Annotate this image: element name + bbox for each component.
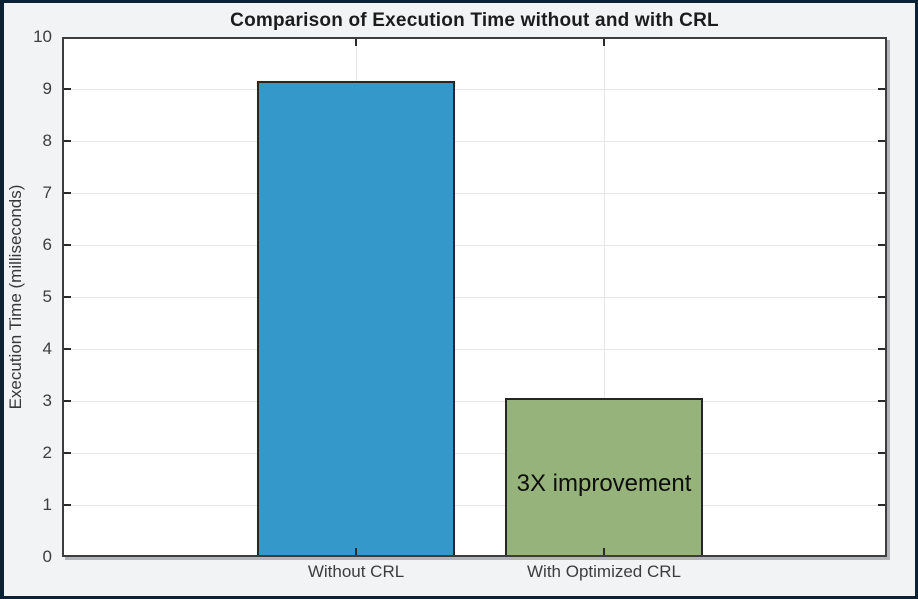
gridline-horizontal — [62, 400, 887, 402]
chart-title: Comparison of Execution Time without and… — [230, 10, 719, 31]
x-tick-label: Without CRL — [307, 562, 405, 581]
y-tick-label: 8 — [42, 131, 52, 150]
y-tick-right — [878, 88, 885, 90]
gridline-horizontal — [62, 504, 887, 506]
y-tick-right — [878, 192, 885, 194]
y-tick-left — [64, 296, 71, 298]
gridline-horizontal — [62, 192, 887, 194]
y-tick-label: 0 — [42, 547, 52, 566]
y-tick-label: 5 — [42, 287, 52, 306]
y-tick-left — [64, 244, 71, 246]
y-tick-left — [64, 504, 71, 506]
y-tick-label: 6 — [42, 235, 52, 254]
x-tick-label: With Optimized CRL — [527, 562, 681, 581]
y-tick-label: 10 — [33, 27, 52, 46]
y-tick-label: 7 — [42, 183, 52, 202]
x-tick-bottom — [603, 548, 605, 555]
y-tick-right — [878, 452, 885, 454]
y-tick-left — [64, 452, 71, 454]
gridline-horizontal — [62, 348, 887, 350]
y-tick-label: 4 — [42, 339, 52, 358]
gridline-horizontal — [62, 452, 887, 454]
bar-without-crl — [257, 81, 455, 557]
x-tick-bottom — [355, 548, 357, 555]
gridline-horizontal — [62, 88, 887, 90]
y-tick-left — [64, 88, 71, 90]
y-tick-right — [878, 400, 885, 402]
y-tick-right — [878, 504, 885, 506]
x-tick-top — [355, 39, 357, 46]
x-tick-top — [603, 39, 605, 46]
y-tick-right — [878, 140, 885, 142]
y-tick-label: 9 — [42, 79, 52, 98]
annotation-text: 3X improvement — [516, 470, 692, 498]
y-tick-right — [878, 296, 885, 298]
y-tick-label: 2 — [42, 443, 52, 462]
y-tick-label: 1 — [42, 495, 52, 514]
y-tick-right — [878, 348, 885, 350]
gridline-vertical — [603, 37, 605, 557]
y-tick-left — [64, 400, 71, 402]
y-tick-label: 3 — [42, 391, 52, 410]
y-tick-left — [64, 348, 71, 350]
gridline-horizontal — [62, 296, 887, 298]
gridline-horizontal — [62, 140, 887, 142]
y-tick-right — [878, 244, 885, 246]
gridline-horizontal — [62, 244, 887, 246]
y-tick-left — [64, 192, 71, 194]
plot-area: 3X improvement — [62, 37, 887, 557]
y-tick-left — [64, 140, 71, 142]
